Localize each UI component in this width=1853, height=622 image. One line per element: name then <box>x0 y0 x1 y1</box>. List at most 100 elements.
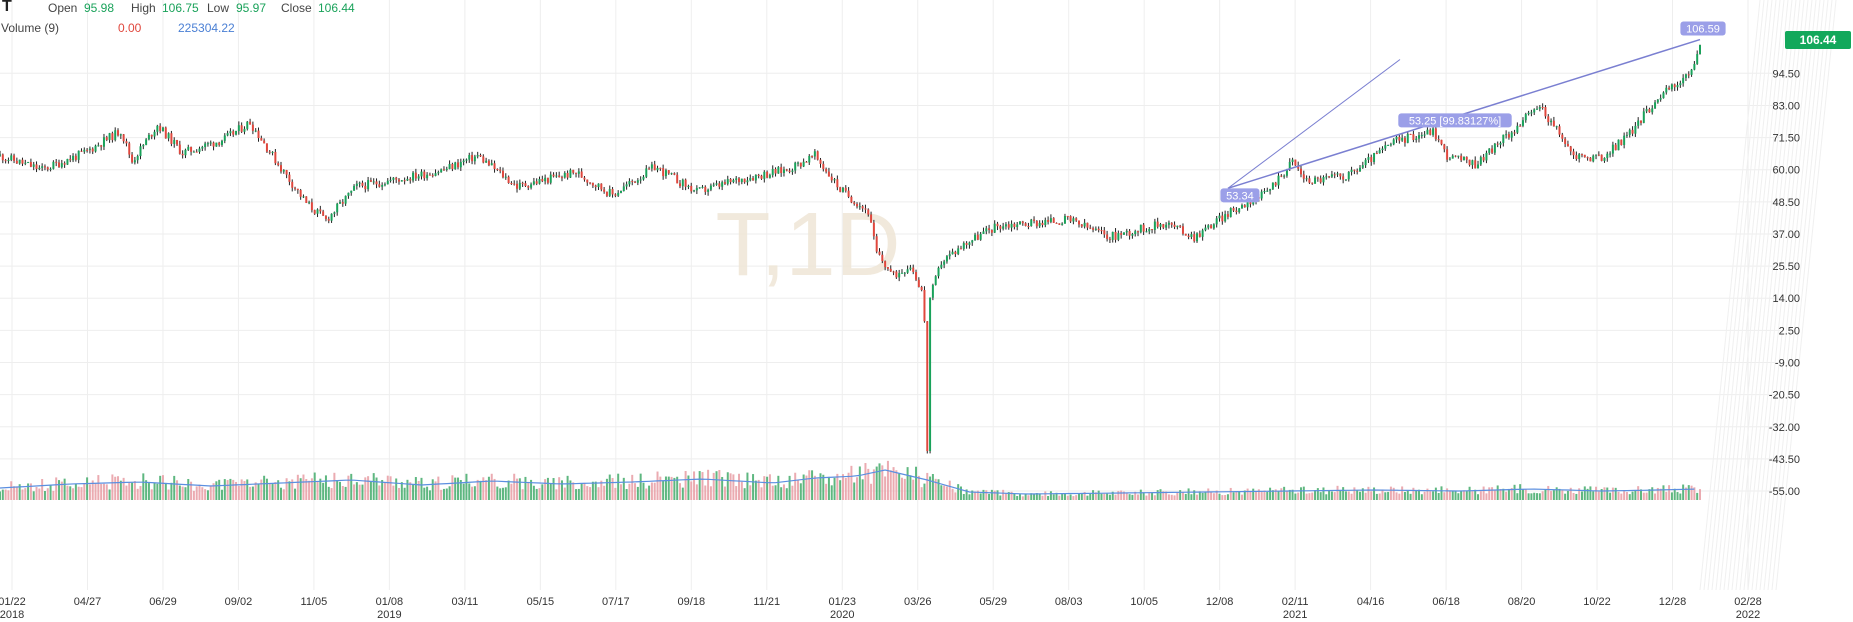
volume-bar <box>856 477 859 500</box>
volume-bar <box>1659 488 1662 500</box>
volume-bar <box>788 475 791 500</box>
volume-bar <box>858 466 861 500</box>
candle <box>1513 129 1516 136</box>
candle-body <box>1243 205 1246 208</box>
candle <box>805 160 808 163</box>
candle <box>1668 85 1671 91</box>
volume-bar <box>538 488 541 500</box>
candle <box>353 184 356 191</box>
candle-body <box>791 170 794 172</box>
candle-body <box>1434 128 1437 140</box>
volume-bar <box>805 475 808 500</box>
candle-body <box>625 184 628 187</box>
candle <box>1072 216 1075 225</box>
candle-body <box>858 206 861 208</box>
volume-bar <box>1434 487 1437 500</box>
candle <box>1047 216 1050 225</box>
candle-body <box>504 176 507 178</box>
candle <box>308 200 311 205</box>
candle <box>1409 133 1412 135</box>
candle-body <box>1530 112 1533 114</box>
candle-body <box>29 162 32 167</box>
candle <box>128 141 131 159</box>
candle-body <box>580 171 583 178</box>
candle <box>1687 71 1690 79</box>
volume-bar <box>754 480 757 500</box>
volume-bar <box>178 485 181 500</box>
volume-bar <box>1170 494 1173 500</box>
candle <box>617 190 620 197</box>
candle <box>988 224 991 234</box>
candle-body <box>1302 174 1305 179</box>
candle <box>1623 132 1626 149</box>
candle <box>1094 226 1097 231</box>
candle-body <box>1429 129 1432 135</box>
x-tick-label: 08/03 <box>1055 596 1083 608</box>
candle-body <box>1443 144 1446 150</box>
volume-bar <box>1173 495 1176 500</box>
volume-bar <box>428 490 431 500</box>
volume-bar <box>161 475 164 500</box>
candle <box>288 171 291 186</box>
volume-bar <box>1336 485 1339 500</box>
volume-bar <box>743 488 746 500</box>
volume-bar <box>336 480 339 500</box>
candle-body <box>400 180 403 182</box>
volume-bar <box>749 485 752 500</box>
candle-body <box>510 183 513 185</box>
candle <box>1684 73 1687 82</box>
volume-bar <box>1063 493 1066 500</box>
candle <box>1159 222 1162 230</box>
candle-body <box>1260 191 1263 199</box>
volume-bar <box>125 485 128 500</box>
volume-bar <box>1156 490 1159 500</box>
candle <box>1465 156 1468 164</box>
volume-bar <box>974 491 977 500</box>
volume-bar <box>729 473 732 500</box>
candle-body <box>771 168 774 176</box>
candle <box>153 129 156 140</box>
candle <box>476 151 479 159</box>
candle <box>1063 213 1066 224</box>
candle <box>1359 164 1361 172</box>
candle-body <box>589 182 592 184</box>
candle-body <box>88 148 91 150</box>
volume-bar <box>572 482 575 500</box>
volume-bar <box>1201 492 1204 500</box>
volume-ma-line <box>0 469 1695 495</box>
volume-bar <box>119 480 122 500</box>
y-tick-label: 37.00 <box>1772 229 1800 241</box>
candle <box>125 138 128 147</box>
candle <box>232 129 235 137</box>
candle <box>1038 220 1041 228</box>
candle <box>271 151 274 156</box>
candle <box>1148 226 1151 235</box>
candle-body <box>1521 120 1524 126</box>
candle <box>316 208 319 218</box>
candle-body <box>350 190 353 193</box>
symbol-label[interactable]: T <box>2 0 12 15</box>
candle-body <box>434 173 437 176</box>
candle-body <box>383 184 386 186</box>
volume-bar <box>350 473 353 500</box>
candle <box>1611 141 1614 157</box>
candle <box>1314 175 1317 184</box>
candle-body <box>493 163 496 169</box>
candle <box>1639 120 1642 126</box>
volume-bar <box>732 474 735 500</box>
candle <box>1170 222 1173 228</box>
x-tick-label: 06/18 <box>1432 596 1460 608</box>
candle-body <box>642 176 645 180</box>
candle-body <box>982 231 985 234</box>
volume-bar <box>1111 491 1114 500</box>
volume-bar <box>1566 490 1569 500</box>
candle <box>1617 139 1620 151</box>
price-axis[interactable]: 94.5083.0071.5060.0048.5037.0025.5014.00… <box>1769 68 1800 498</box>
volume-bar <box>319 478 322 500</box>
candle <box>535 178 538 186</box>
candle-body <box>1148 229 1151 232</box>
candle <box>485 157 488 163</box>
